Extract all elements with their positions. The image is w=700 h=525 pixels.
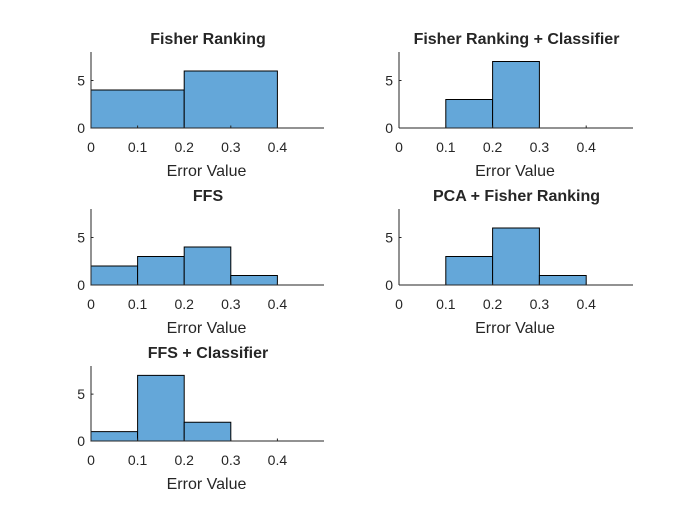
x-tick-label: 0 [395,139,403,155]
x-tick-label: 0.3 [221,296,241,312]
x-tick-label: 0 [87,139,95,155]
y-tick-label: 5 [77,386,85,402]
y-tick-label: 0 [77,120,85,136]
x-tick-label: 0.1 [436,139,456,155]
histogram-bar [446,100,493,129]
x-axis-label: Error Value [167,476,247,493]
chart-title: FFS + Classifier [148,345,269,362]
x-tick-label: 0 [395,296,403,312]
x-tick-label: 0.2 [483,139,503,155]
histogram-bar [91,432,138,441]
chart-title: Fisher Ranking [150,31,266,48]
x-tick-label: 0.2 [174,296,194,312]
subplot-2: 0 0.1 0.2 0.3 0.4 0 5 Fisher Ranking + Classifi… [385,31,633,180]
x-tick-label: 0.2 [174,139,194,155]
x-tick-label: 0 [87,452,95,468]
histogram-bar [184,422,231,441]
y-tick-label: 5 [385,73,393,89]
chart-title: FFS [193,188,224,205]
y-tick-label: 5 [77,73,85,89]
histogram-bar [184,71,277,128]
histogram-bar [446,257,493,286]
histogram-bar [539,276,586,286]
y-tick-label: 0 [385,120,393,136]
histogram-bar [493,62,540,129]
histogram-bar [184,247,231,285]
y-tick-label: 0 [77,277,85,293]
histogram-bar [231,276,278,286]
y-tick-label: 0 [385,277,393,293]
x-tick-label: 0.4 [268,139,288,155]
y-tick-label: 5 [77,230,85,246]
x-tick-label: 0.3 [530,139,550,155]
x-tick-label: 0.3 [530,296,550,312]
x-axis-label: Error Value [475,163,555,180]
subplot-4: 0 0.1 0.2 0.3 0.4 0 5 PCA + Fisher Ranking Error… [385,188,633,337]
subplot-5: 0 0.1 0.2 0.3 0.4 0 5 FFS + Classifier Error Val… [77,345,324,493]
x-axis-label: Error Value [167,163,247,180]
x-tick-label: 0.1 [128,452,148,468]
histogram-bar [138,375,185,441]
x-tick-label: 0.4 [268,452,288,468]
histogram-bar [91,90,184,128]
y-tick-label: 5 [385,230,393,246]
subplot-3: 0 0.1 0.2 0.3 0.4 0 5 FFS Error Value [77,188,324,337]
histogram-bar [493,228,540,285]
chart-title: Fisher Ranking + Classifier [414,31,620,48]
subplot-1: 0 0.1 0.2 0.3 0.4 0 5 Fisher Ranking Error Value [77,31,324,180]
x-tick-label: 0.1 [128,296,148,312]
x-tick-label: 0.2 [174,452,194,468]
x-axis-label: Error Value [167,320,247,337]
histogram-bar [91,266,138,285]
x-tick-label: 0.4 [576,139,596,155]
x-tick-label: 0.4 [576,296,596,312]
histogram-bar [138,257,185,286]
x-tick-label: 0 [87,296,95,312]
y-tick-label: 0 [77,433,85,449]
chart-title: PCA + Fisher Ranking [433,188,600,205]
x-tick-label: 0.2 [483,296,503,312]
x-tick-label: 0.3 [221,452,241,468]
x-tick-label: 0.1 [128,139,148,155]
x-tick-label: 0.4 [268,296,288,312]
x-axis-label: Error Value [475,320,555,337]
x-tick-label: 0.1 [436,296,456,312]
x-tick-label: 0.3 [221,139,241,155]
